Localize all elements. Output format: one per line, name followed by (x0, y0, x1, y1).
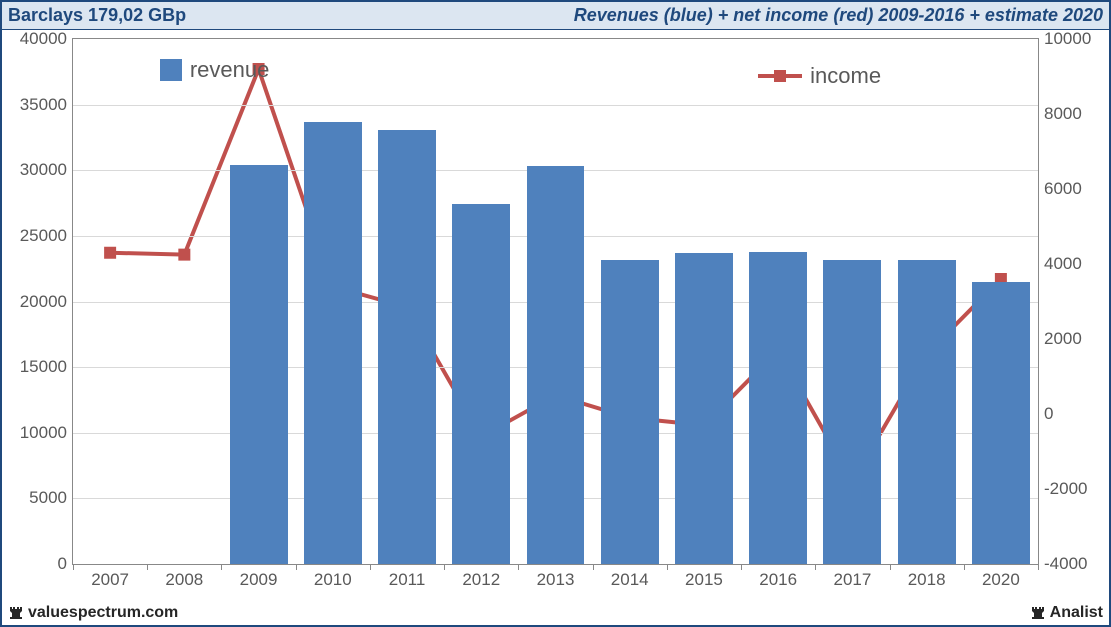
y-right-tick: 6000 (1038, 179, 1082, 199)
x-tick-label: 2014 (611, 564, 649, 590)
revenue-bar (749, 252, 807, 564)
y-left-tick: 35000 (20, 95, 73, 115)
legend-label-income: income (810, 63, 881, 89)
y-right-tick: 10000 (1038, 29, 1091, 49)
revenue-bar (823, 260, 881, 565)
revenue-bar (304, 122, 362, 564)
x-tick-mark (444, 564, 445, 570)
legend-revenue: revenue (160, 57, 270, 83)
chart-container: Barclays 179,02 GBp Revenues (blue) + ne… (0, 0, 1111, 627)
revenue-bar (230, 165, 288, 564)
x-tick-mark (221, 564, 222, 570)
revenue-bar (601, 260, 659, 565)
legend-swatch-income (758, 65, 802, 87)
y-right-tick: 0 (1038, 404, 1053, 424)
y-right-tick: 4000 (1038, 254, 1082, 274)
y-left-tick: 25000 (20, 226, 73, 246)
header-bar: Barclays 179,02 GBp Revenues (blue) + ne… (2, 2, 1109, 30)
x-tick-label: 2007 (91, 564, 129, 590)
y-left-tick: 15000 (20, 357, 73, 377)
plot-wrap: 0500010000150002000025000300003500040000… (12, 38, 1099, 595)
legend-label-revenue: revenue (190, 57, 270, 83)
y-right-tick: -4000 (1038, 554, 1087, 574)
x-tick-mark (296, 564, 297, 570)
y-right-tick: 8000 (1038, 104, 1082, 124)
x-tick-mark (890, 564, 891, 570)
legend-income: income (758, 63, 881, 89)
y-left-tick: 20000 (20, 292, 73, 312)
income-marker (178, 249, 190, 261)
y-left-tick: 30000 (20, 160, 73, 180)
revenue-bar (898, 260, 956, 565)
x-tick-mark (370, 564, 371, 570)
x-tick-mark (147, 564, 148, 570)
x-tick-label: 2011 (389, 564, 426, 590)
x-tick-label: 2015 (685, 564, 723, 590)
y-right-tick: -2000 (1038, 479, 1087, 499)
footer-brand-left: valuespectrum.com (8, 604, 178, 622)
revenue-bar (452, 204, 510, 564)
x-tick-label: 2012 (462, 564, 500, 590)
x-tick-label: 2016 (759, 564, 797, 590)
x-tick-label: 2017 (834, 564, 872, 590)
x-tick-label: 2008 (165, 564, 203, 590)
x-tick-mark (964, 564, 965, 570)
rook-icon (8, 605, 24, 621)
x-tick-mark (667, 564, 668, 570)
income-marker (104, 247, 116, 259)
revenue-bar (378, 130, 436, 564)
rook-icon (1030, 605, 1046, 621)
footer-brand-right: Analist (1030, 604, 1103, 622)
revenue-bar (972, 282, 1030, 564)
grid-line (73, 105, 1038, 106)
plot-area: 0500010000150002000025000300003500040000… (72, 38, 1039, 565)
revenue-bar (675, 253, 733, 564)
revenue-bar (527, 166, 585, 564)
y-left-tick: 40000 (20, 29, 73, 49)
y-right-tick: 2000 (1038, 329, 1082, 349)
x-tick-label: 2020 (982, 564, 1020, 590)
x-tick-label: 2018 (908, 564, 946, 590)
header-title-left: Barclays 179,02 GBp (8, 5, 186, 26)
header-title-right: Revenues (blue) + net income (red) 2009-… (574, 5, 1103, 26)
x-tick-mark (593, 564, 594, 570)
x-tick-mark (1038, 564, 1039, 570)
x-tick-label: 2010 (314, 564, 352, 590)
y-left-tick: 5000 (29, 488, 73, 508)
x-tick-mark (518, 564, 519, 570)
x-tick-mark (73, 564, 74, 570)
x-tick-mark (741, 564, 742, 570)
footer-text-left: valuespectrum.com (28, 604, 178, 622)
x-tick-mark (815, 564, 816, 570)
y-left-tick: 0 (58, 554, 73, 574)
x-tick-label: 2013 (537, 564, 575, 590)
footer-text-right: Analist (1050, 604, 1103, 622)
x-tick-label: 2009 (240, 564, 278, 590)
legend-swatch-revenue (160, 59, 182, 81)
footer-bar: valuespectrum.com Analist (2, 601, 1109, 625)
y-left-tick: 10000 (20, 423, 73, 443)
